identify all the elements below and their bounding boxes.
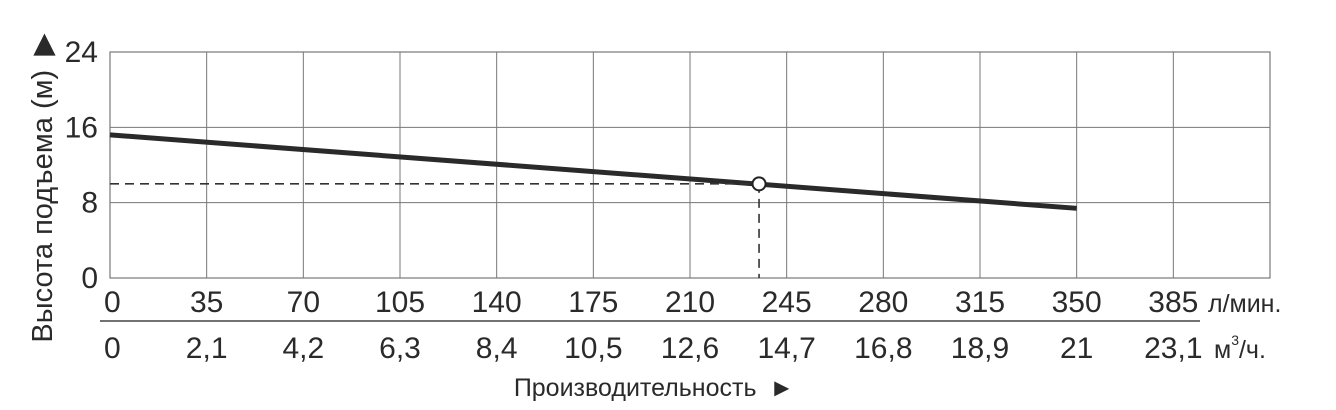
- x-axis-unit-lpm: л/мин.: [1208, 290, 1281, 318]
- x-axis-unit-m3h: м3/ч.: [1214, 332, 1266, 364]
- x-tick-label: 280: [858, 286, 908, 319]
- x-tick-label: 210: [665, 286, 715, 319]
- y-tick-label: 24: [65, 36, 98, 69]
- x-tick-label: 350: [1052, 286, 1102, 319]
- series-layer: [109, 132, 1077, 278]
- x-tick-label: 140: [472, 286, 522, 319]
- y-axis-label: Высота подъема (м) ▶: [27, 33, 59, 343]
- x-tick-label: 2,1: [186, 332, 228, 365]
- x-tick-label: 175: [568, 286, 618, 319]
- head-curve-line: [109, 132, 1077, 211]
- x-tick-label: 10,5: [564, 332, 622, 365]
- x-tick-label: 21: [1060, 332, 1093, 365]
- x-tick-label: 6,3: [379, 332, 421, 365]
- y-tick-label: 8: [81, 187, 98, 220]
- x-tick-label: 245: [762, 286, 812, 319]
- x-tick-label: 23,1: [1144, 332, 1202, 365]
- x-tick-label: 14,7: [757, 332, 815, 365]
- x-tick-label: 70: [287, 286, 320, 319]
- x-tick-label: 0: [104, 332, 121, 365]
- tick-labels: 0 8 16 24 0 35 70 105 140 175 210 245 280 315 350 385 0 2…: [65, 36, 1203, 365]
- y-tick-label: 0: [81, 262, 98, 295]
- plot-frame: [109, 51, 1271, 279]
- x-tick-label: 35: [190, 286, 223, 319]
- y-tick-label: 16: [65, 111, 98, 144]
- x-tick-label: 18,9: [951, 332, 1009, 365]
- x-tick-label: 8,4: [476, 332, 518, 365]
- x-tick-label: 385: [1148, 286, 1198, 319]
- x-axis-label: Производительность ►: [514, 374, 794, 402]
- x-tick-label: 105: [375, 286, 425, 319]
- x-tick-label: 315: [955, 286, 1005, 319]
- x-tick-label: 12,6: [661, 332, 719, 365]
- x-tick-label: 4,2: [282, 332, 324, 365]
- x-tick-label: 16,8: [854, 332, 912, 365]
- grid: [100, 51, 1271, 322]
- operating-point-marker: [751, 176, 767, 192]
- x-tick-label: 0: [104, 286, 121, 319]
